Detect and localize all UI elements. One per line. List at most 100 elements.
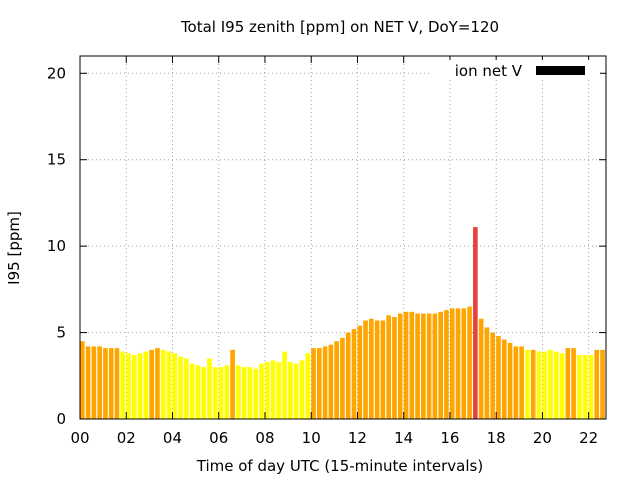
bar — [166, 351, 172, 419]
x-tick-label: 06 — [209, 429, 228, 447]
bar — [207, 358, 212, 419]
bar — [559, 353, 565, 419]
bar — [577, 355, 582, 419]
bar — [282, 351, 287, 419]
bar — [363, 320, 368, 419]
bar — [438, 311, 443, 419]
x-tick-label: 04 — [163, 429, 182, 447]
bar — [195, 365, 201, 419]
bar — [224, 365, 230, 419]
bar — [305, 353, 311, 419]
bar — [264, 361, 270, 419]
bar — [386, 315, 391, 419]
bar — [467, 306, 472, 419]
bar — [478, 318, 484, 419]
legend-swatch — [536, 66, 585, 75]
bar — [426, 313, 432, 419]
legend: ion net V — [430, 60, 600, 80]
bar — [588, 355, 594, 419]
bar — [328, 344, 334, 419]
bar — [571, 348, 576, 419]
y-axis-label: I95 [ppm] — [5, 211, 23, 285]
x-tick-label: 10 — [302, 429, 321, 447]
bar — [582, 355, 588, 419]
bar — [444, 310, 449, 419]
x-tick-label: 12 — [348, 429, 367, 447]
bar — [276, 361, 282, 419]
bar — [178, 356, 183, 419]
bar — [212, 367, 218, 419]
bar — [490, 332, 496, 419]
bar — [184, 358, 189, 419]
bar — [530, 349, 536, 419]
x-tick-label: 08 — [255, 429, 274, 447]
bar — [380, 320, 386, 419]
bar — [270, 360, 276, 419]
x-tick-label: 00 — [70, 429, 89, 447]
x-tick-label: 14 — [394, 429, 413, 447]
bar — [542, 351, 548, 419]
bar — [160, 349, 166, 419]
bars — [80, 227, 605, 419]
bar — [114, 348, 120, 419]
bar — [374, 320, 380, 419]
bar — [357, 325, 363, 419]
bar — [519, 346, 524, 419]
bar — [85, 346, 91, 419]
bar — [525, 349, 530, 419]
x-tick-label: 16 — [440, 429, 459, 447]
x-tick-label: 02 — [117, 429, 136, 447]
bar — [230, 349, 235, 419]
bar — [236, 365, 241, 419]
bar — [189, 363, 195, 419]
bar — [218, 367, 224, 419]
bar — [496, 336, 501, 419]
y-tick-label: 15 — [47, 151, 66, 169]
bar — [97, 346, 102, 419]
bar — [369, 318, 374, 419]
bar — [293, 363, 299, 419]
bar — [484, 327, 490, 419]
bar — [409, 311, 415, 419]
bar — [507, 342, 513, 419]
bar — [172, 353, 178, 419]
bar — [403, 311, 409, 419]
bar — [392, 317, 397, 419]
bar — [351, 329, 357, 419]
grid — [80, 56, 606, 419]
bar — [513, 346, 519, 419]
bar — [155, 348, 160, 419]
bar — [473, 227, 478, 419]
x-tick-label: 22 — [579, 429, 598, 447]
bar — [345, 332, 351, 419]
legend-label: ion net V — [455, 62, 523, 80]
y-tick-label: 5 — [56, 324, 66, 342]
bar — [415, 313, 420, 419]
bar — [334, 341, 339, 419]
bar — [241, 367, 247, 419]
bar — [565, 348, 571, 419]
chart-title: Total I95 zenith [ppm] on NET V, DoY=120 — [180, 18, 499, 36]
bar — [201, 367, 207, 419]
bar — [132, 355, 137, 419]
bar — [600, 349, 605, 419]
bar — [91, 346, 97, 419]
bar — [247, 367, 253, 419]
y-tick-label: 10 — [47, 237, 66, 255]
y-tick-label: 0 — [56, 410, 66, 428]
bar — [455, 308, 461, 419]
bar — [501, 339, 507, 419]
x-tick-label: 18 — [487, 429, 506, 447]
bar — [288, 361, 293, 419]
bar — [553, 351, 559, 419]
y-tick-label: 20 — [47, 64, 66, 82]
bar — [143, 351, 149, 419]
bar — [259, 363, 264, 419]
x-axis-label: Time of day UTC (15-minute intervals) — [196, 457, 483, 475]
bar — [299, 360, 305, 419]
bar — [449, 308, 455, 419]
bar — [108, 348, 114, 419]
plot-frame — [79, 55, 607, 420]
bar — [137, 353, 143, 419]
